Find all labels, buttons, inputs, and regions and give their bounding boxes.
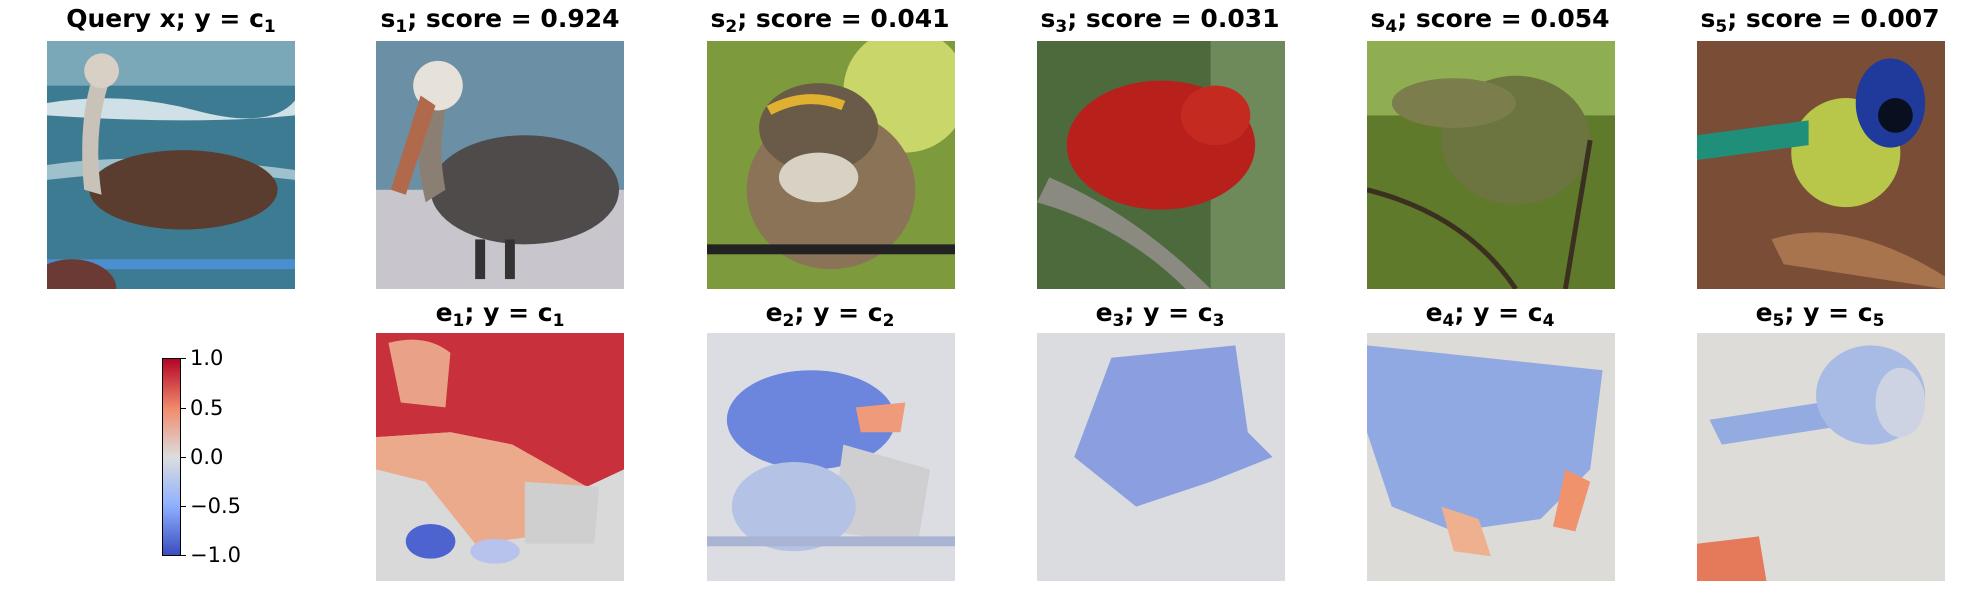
e2-heatmap	[707, 333, 955, 581]
title-e2: e2; y = c2	[765, 298, 895, 331]
colorbar-tick	[180, 408, 186, 409]
e5-heatmap	[1697, 333, 1945, 581]
colorbar-label-1: 1.0	[190, 346, 224, 370]
query-image	[47, 41, 295, 289]
title-s3: s3; score = 0.031	[1040, 4, 1280, 37]
colorbar-label-neg1: −1.0	[190, 543, 241, 567]
title-s4: s4; score = 0.054	[1370, 4, 1610, 37]
colorbar-tick	[180, 555, 186, 556]
s4-image	[1367, 41, 1615, 289]
title-e5: e5; y = c5	[1755, 298, 1885, 331]
title-s5: s5; score = 0.007	[1700, 4, 1940, 37]
s3-image	[1037, 41, 1285, 289]
colorbar-label-neg0.5: −0.5	[190, 494, 241, 518]
title-e1: e1; y = c1	[435, 298, 565, 331]
s2-image	[707, 41, 955, 289]
s1-image	[376, 41, 624, 289]
title-e4: e4; y = c4	[1425, 298, 1555, 331]
s5-image	[1697, 41, 1945, 289]
e3-heatmap	[1037, 333, 1285, 581]
e4-heatmap	[1367, 333, 1615, 581]
colorbar	[162, 358, 181, 556]
colorbar-label-0: 0.0	[190, 445, 224, 469]
colorbar-tick	[180, 457, 186, 458]
colorbar-tick	[180, 358, 186, 359]
colorbar-tick	[180, 506, 186, 507]
title-s1: s1; score = 0.924	[380, 4, 620, 37]
e1-heatmap	[376, 333, 624, 581]
title-s2: s2; score = 0.041	[710, 4, 950, 37]
title-query: Query x; y = c1	[66, 4, 276, 37]
colorbar-label-0.5: 0.5	[190, 396, 224, 420]
title-e3: e3; y = c3	[1095, 298, 1225, 331]
